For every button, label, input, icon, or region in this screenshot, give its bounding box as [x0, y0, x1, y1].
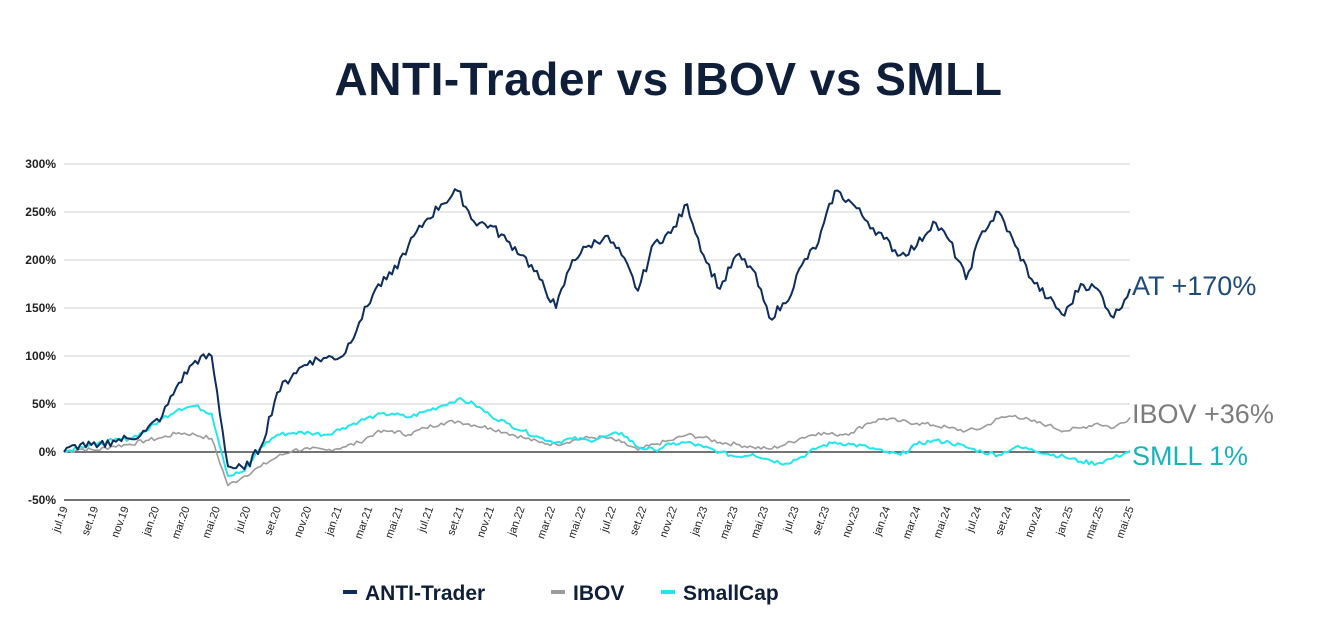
x-tick-label: jan.20	[140, 505, 162, 538]
x-tick-label: set.21	[445, 505, 467, 537]
x-tick-label: jul.24	[964, 505, 985, 535]
end-label-ibov: IBOV +36%	[1132, 399, 1274, 429]
series-line-smallcap	[63, 397, 1131, 477]
y-tick-label: 250%	[25, 205, 56, 219]
x-tick-label: mar.22	[535, 505, 558, 541]
legend-label-ibov: IBOV	[573, 582, 624, 605]
x-tick-label: nov.19	[109, 505, 131, 539]
x-tick-label: mai.23	[749, 505, 772, 540]
chart-title: ANTI-Trader vs IBOV vs SMLL	[334, 53, 1003, 105]
x-tick-label: jan.21	[323, 505, 345, 538]
y-tick-label: 300%	[25, 157, 56, 171]
series-line-anti-trader	[63, 188, 1131, 471]
x-tick-label: jul.22	[598, 505, 619, 535]
x-tick-label: mai.22	[566, 505, 589, 540]
legend-label-smallcap: SmallCap	[683, 582, 779, 605]
x-tick-label: nov.23	[840, 505, 862, 539]
legend-label-anti-trader: ANTI-Trader	[365, 582, 485, 605]
series-line-ibov	[63, 414, 1131, 487]
x-tick-label: set.19	[80, 505, 102, 537]
x-tick-label: mar.20	[170, 505, 193, 541]
x-tick-label: jul.21	[416, 505, 437, 535]
x-tick-label: set.23	[811, 505, 833, 537]
x-tick-label: mai.24	[932, 505, 955, 540]
x-tick-label: nov.21	[475, 505, 497, 539]
x-tick-label: nov.20	[292, 505, 314, 539]
x-tick-label: set.24	[993, 505, 1015, 537]
x-tick-label: mar.25	[1084, 505, 1107, 541]
x-tick-label: mar.23	[718, 505, 741, 541]
x-tick-label: nov.22	[658, 505, 680, 539]
x-tick-label: mai.21	[383, 505, 406, 540]
x-tick-label: nov.24	[1023, 505, 1045, 539]
x-tick-label: jul.23	[781, 505, 802, 535]
end-label-anti-trader: AT +170%	[1132, 271, 1256, 301]
x-tick-label: jul.19	[50, 505, 71, 535]
y-tick-label: 150%	[25, 301, 56, 315]
y-tick-label: -50%	[28, 493, 56, 507]
x-tick-label: mar.21	[353, 505, 376, 541]
x-tick-label: jan.23	[689, 505, 711, 538]
y-tick-label: 200%	[25, 253, 56, 267]
y-tick-label: 50%	[32, 397, 56, 411]
x-tick-label: jan.24	[871, 505, 893, 538]
x-tick-label: jan.25	[1054, 505, 1076, 538]
x-tick-label: mai.25	[1114, 505, 1137, 540]
x-tick-label: jul.20	[233, 505, 254, 535]
y-tick-label: 100%	[25, 349, 56, 363]
y-tick-label: 0%	[39, 445, 57, 459]
x-tick-label: set.22	[628, 505, 650, 537]
x-tick-label: mai.20	[201, 505, 224, 540]
x-tick-label: jan.22	[506, 505, 528, 538]
end-label-smallcap: SMLL 1%	[1132, 441, 1248, 471]
x-tick-label: mar.24	[901, 505, 924, 541]
x-tick-label: set.20	[262, 505, 284, 537]
